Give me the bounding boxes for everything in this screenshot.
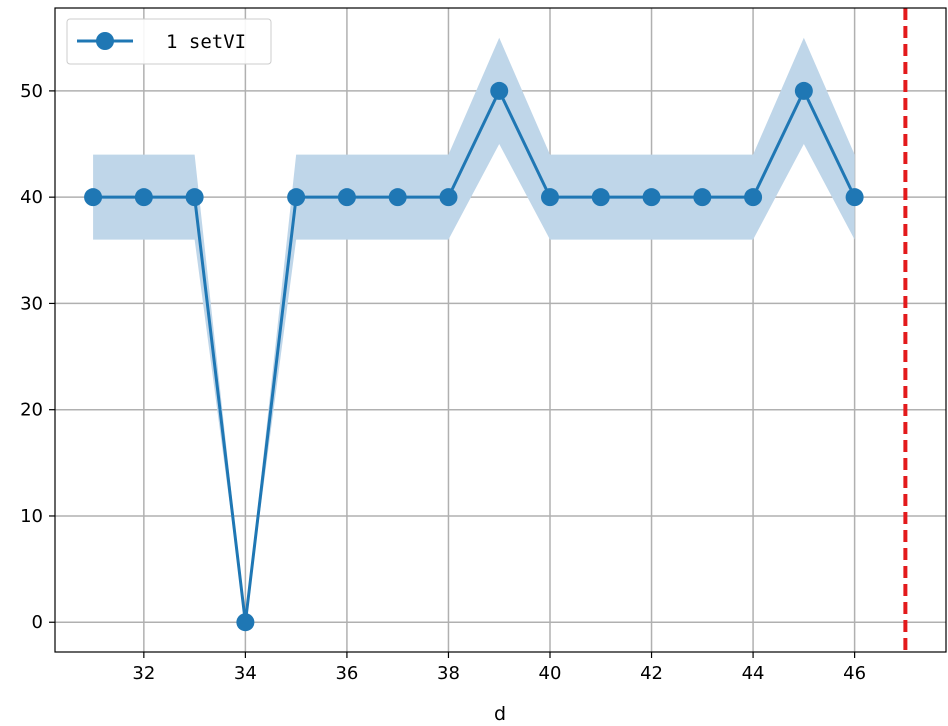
data-point-40 (541, 188, 559, 207)
y-tick-label-0: 0 (32, 612, 43, 633)
confidence-band (93, 37, 855, 623)
x-tick-label-46: 46 (843, 663, 866, 684)
x-axis-ticks: 32 34 36 38 40 42 44 46 (132, 652, 866, 684)
data-point-34 (236, 613, 255, 632)
legend-box (66, 18, 272, 65)
data-point-39 (490, 81, 509, 100)
x-tick-label-42: 42 (640, 663, 663, 684)
data-point-42 (642, 188, 661, 207)
y-tick-label-10: 10 (20, 506, 43, 527)
data-point-31 (84, 188, 103, 207)
y-tick-label-40: 40 (20, 187, 43, 208)
y-tick-label-50: 50 (20, 81, 43, 102)
data-point-44 (744, 188, 763, 207)
data-point-36 (337, 188, 356, 207)
x-tick-label-40: 40 (539, 663, 562, 684)
data-point-41 (591, 188, 610, 207)
data-point-38 (439, 188, 458, 207)
x-tick-label-44: 44 (742, 663, 765, 684)
data-point-46 (845, 188, 864, 207)
data-point-32 (134, 188, 153, 207)
data-point-43 (693, 188, 712, 207)
data-point-35 (287, 188, 306, 207)
y-axis-ticks: 0 10 20 30 40 50 (20, 81, 55, 633)
plot-frame (54, 7, 947, 653)
legend: 1 setVI (66, 18, 272, 65)
y-tick-label-30: 30 (20, 293, 43, 314)
x-tick-label-34: 34 (234, 663, 257, 684)
x-tick-label-32: 32 (132, 663, 155, 684)
series-line (93, 89, 856, 624)
series-line-group (93, 89, 856, 624)
data-point-33 (185, 188, 204, 207)
legend-marker-swatch (96, 32, 114, 50)
data-point-37 (388, 188, 407, 207)
data-markers (84, 81, 864, 632)
legend-entry-label: 1 setVI (166, 31, 246, 53)
y-tick-label-20: 20 (20, 400, 43, 421)
data-point-45 (794, 81, 813, 100)
x-tick-label-36: 36 (335, 663, 358, 684)
x-axis-label: d (494, 703, 506, 725)
confidence-band-area (93, 37, 855, 623)
x-tick-label-38: 38 (437, 663, 460, 684)
